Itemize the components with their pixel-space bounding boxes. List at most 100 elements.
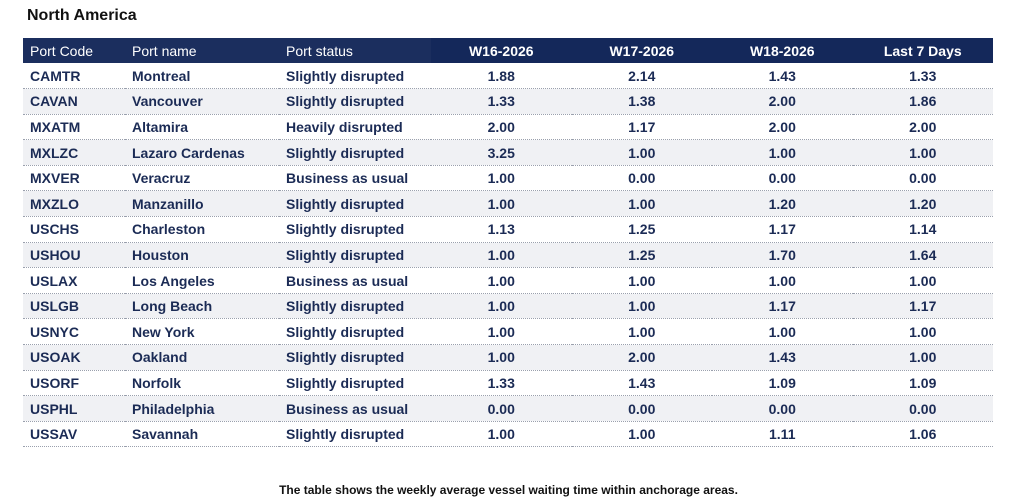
table-header-row: Port Code Port name Port status W16-2026… [23, 38, 993, 63]
w18-value-cell: 1.00 [712, 267, 853, 294]
port-status-cell: Slightly disrupted [279, 63, 431, 90]
last-7-days-value-cell: 1.00 [852, 344, 993, 371]
region-title: North America [27, 7, 137, 24]
w16-value-cell: 3.25 [431, 139, 572, 166]
port-name-cell: Altamira [125, 114, 279, 141]
port-code-cell: MXATM [23, 114, 125, 141]
last-7-days-value-cell: 1.00 [852, 267, 993, 294]
port-status-cell: Heavily disrupted [279, 114, 431, 141]
w16-value-cell: 1.13 [431, 216, 572, 243]
w16-value-cell: 1.00 [431, 190, 572, 218]
port-name-cell: Savannah [125, 421, 279, 448]
table-row: USLAX Los Angeles Business as usual 1.00 1.0… [23, 267, 993, 294]
w18-value-cell: 1.00 [712, 318, 853, 346]
port-name-cell: Veracruz [125, 165, 279, 192]
w17-value-cell: 1.43 [571, 370, 712, 397]
w18-value-cell: 1.70 [712, 242, 853, 269]
w17-value-cell: 1.00 [571, 139, 712, 166]
w17-value-cell: 1.00 [571, 190, 712, 218]
port-name-cell: Norfolk [125, 370, 279, 397]
port-code-cell: CAMTR [23, 63, 125, 90]
port-name-cell: Long Beach [125, 293, 279, 320]
port-status-cell: Slightly disrupted [279, 421, 431, 448]
port-code-cell: USCHS [23, 216, 125, 243]
last-7-days-value-cell: 2.00 [852, 114, 993, 141]
last-7-days-value-cell: 1.09 [852, 370, 993, 397]
column-header-w16: W16-2026 [431, 38, 572, 63]
port-status-cell: Business as usual [279, 395, 431, 422]
port-name-cell: Lazaro Cardenas [125, 139, 279, 166]
last-7-days-value-cell: 1.14 [852, 216, 993, 243]
w18-value-cell: 1.43 [712, 63, 853, 90]
w18-value-cell: 1.00 [712, 139, 853, 166]
last-7-days-value-cell: 1.17 [852, 293, 993, 320]
w16-value-cell: 1.00 [431, 242, 572, 269]
port-status-cell: Slightly disrupted [279, 216, 431, 243]
column-header-w18: W18-2026 [712, 38, 853, 63]
port-name-cell: Oakland [125, 344, 279, 371]
w16-value-cell: 1.00 [431, 267, 572, 294]
column-header-port-name: Port name [125, 38, 279, 63]
port-name-cell: Philadelphia [125, 395, 279, 422]
port-status-cell: Slightly disrupted [279, 370, 431, 397]
port-code-cell: USORF [23, 370, 125, 397]
port-status-cell: Business as usual [279, 267, 431, 294]
w17-value-cell: 0.00 [571, 395, 712, 422]
port-code-cell: USLGB [23, 293, 125, 320]
table-row: MXLZC Lazaro Cardenas Slightly disrupted 3.… [23, 139, 993, 166]
port-code-cell: USOAK [23, 344, 125, 371]
last-7-days-value-cell: 1.86 [852, 88, 993, 115]
w16-value-cell: 1.00 [431, 318, 572, 346]
port-name-cell: Charleston [125, 216, 279, 243]
port-name-cell: Vancouver [125, 88, 279, 115]
table-row: USLGB Long Beach Slightly disrupted 1.00 1.0… [23, 293, 993, 320]
w18-value-cell: 1.11 [712, 421, 853, 448]
port-code-cell: USNYC [23, 318, 125, 346]
port-code-cell: MXLZC [23, 139, 125, 166]
last-7-days-value-cell: 0.00 [852, 165, 993, 192]
port-status-cell: Slightly disrupted [279, 344, 431, 371]
last-7-days-value-cell: 1.06 [852, 421, 993, 448]
w16-value-cell: 1.33 [431, 88, 572, 115]
table-row: USSAV Savannah Slightly disrupted 1.00 1.00 1… [23, 421, 993, 448]
w18-value-cell: 2.00 [712, 114, 853, 141]
port-name-cell: Montreal [125, 63, 279, 90]
port-waiting-table: Port Code Port name Port status W16-2026… [23, 38, 993, 448]
w17-value-cell: 1.17 [571, 114, 712, 141]
last-7-days-value-cell: 1.20 [852, 190, 993, 218]
table-footnote: The table shows the weekly average vesse… [279, 483, 738, 497]
table-row: USOAK Oakland Slightly disrupted 1.00 2.00 1.… [23, 344, 993, 371]
w18-value-cell: 1.20 [712, 190, 853, 218]
port-code-cell: MXVER [23, 165, 125, 192]
w17-value-cell: 0.00 [571, 165, 712, 192]
column-header-port-status: Port status [279, 38, 431, 63]
table-row: MXATM Altamira Heavily disrupted 2.00 1.17 2.… [23, 114, 993, 141]
w16-value-cell: 1.00 [431, 344, 572, 371]
w18-value-cell: 0.00 [712, 165, 853, 192]
table-row: USCHS Charleston Slightly disrupted 1.13 1.2… [23, 216, 993, 243]
port-status-cell: Slightly disrupted [279, 293, 431, 320]
column-header-last-7-days: Last 7 Days [852, 38, 993, 63]
w17-value-cell: 1.25 [571, 242, 712, 269]
w17-value-cell: 1.00 [571, 318, 712, 346]
last-7-days-value-cell: 1.64 [852, 242, 993, 269]
port-status-cell: Slightly disrupted [279, 242, 431, 269]
w17-value-cell: 1.38 [571, 88, 712, 115]
w16-value-cell: 1.00 [431, 293, 572, 320]
w18-value-cell: 1.09 [712, 370, 853, 397]
port-status-cell: Slightly disrupted [279, 139, 431, 166]
table-row: USNYC New York Slightly disrupted 1.00 1.00 1… [23, 318, 993, 346]
port-name-cell: New York [125, 318, 279, 346]
port-status-cell: Slightly disrupted [279, 318, 431, 346]
w16-value-cell: 1.33 [431, 370, 572, 397]
last-7-days-value-cell: 1.33 [852, 63, 993, 90]
table-row: USHOU Houston Slightly disrupted 1.00 1.25 1.… [23, 242, 993, 269]
w16-value-cell: 1.88 [431, 63, 572, 90]
w18-value-cell: 1.17 [712, 293, 853, 320]
port-code-cell: USPHL [23, 395, 125, 422]
w18-value-cell: 1.43 [712, 344, 853, 371]
w16-value-cell: 1.00 [431, 421, 572, 448]
w17-value-cell: 1.00 [571, 267, 712, 294]
column-header-port-code: Port Code [23, 38, 125, 63]
w16-value-cell: 1.00 [431, 165, 572, 192]
